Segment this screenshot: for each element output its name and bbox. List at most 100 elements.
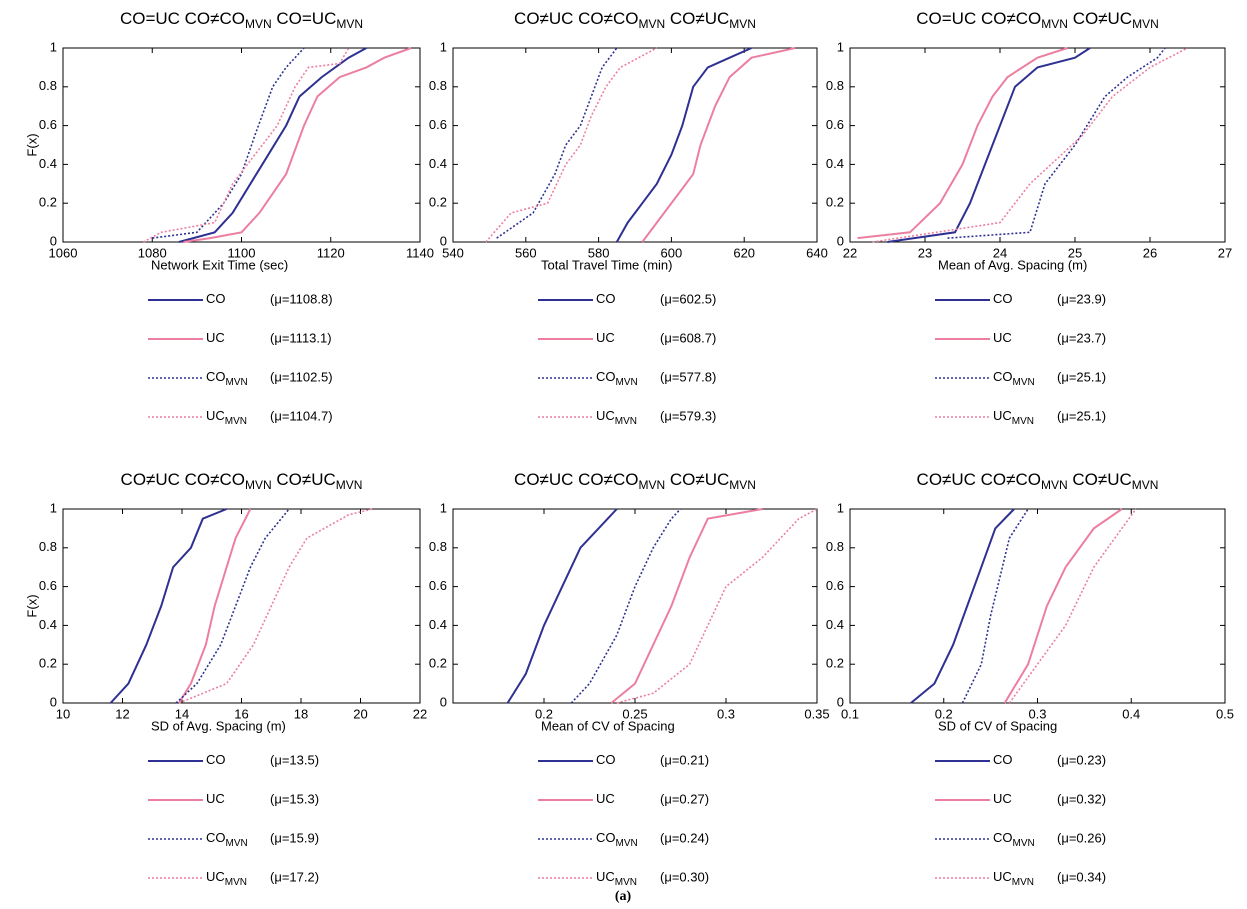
y-axis-label: F(x) xyxy=(24,594,39,617)
legend-name: UC xyxy=(993,869,1012,884)
title-part: MVN xyxy=(1041,478,1068,492)
legend-note: (μ=0.26) xyxy=(1057,830,1106,845)
legend-sub: MVN xyxy=(225,877,247,888)
legend-sub: MVN xyxy=(615,877,637,888)
y-tick-label: 0.6 xyxy=(429,578,447,593)
ecdf-line xyxy=(1008,508,1137,704)
y-tick-label: 0.8 xyxy=(39,78,57,93)
legend-name: UC xyxy=(596,791,615,806)
plot-area xyxy=(62,47,421,243)
chart-title: CO=UC CO≠COMVN CO=UCMVN xyxy=(120,9,363,31)
title-part: CO≠UC CO≠CO xyxy=(514,470,638,489)
legend-label: CO xyxy=(596,291,616,306)
legend-sub: MVN xyxy=(615,416,637,427)
y-tick-label: 0.6 xyxy=(826,117,844,132)
legend-name: UC xyxy=(206,869,225,884)
x-tick-label: 0.2 xyxy=(535,706,553,721)
x-axis-label: Network Exit Time (sec) xyxy=(151,257,288,272)
title-part: MVN xyxy=(729,17,756,31)
legend-label: UC xyxy=(596,791,615,806)
y-tick-label: 0.4 xyxy=(826,156,844,171)
y-tick-label: 0 xyxy=(50,233,57,248)
title-part: MVN xyxy=(336,17,363,31)
x-axis-label: Mean of CV of Spacing xyxy=(541,718,675,733)
y-tick-label: 1 xyxy=(440,500,447,515)
title-part: CO=UC xyxy=(272,9,337,28)
x-axis-label: Mean of Avg. Spacing (m) xyxy=(938,257,1087,272)
legend-label: UCMVN xyxy=(993,869,1034,887)
legend-note: (μ=1102.5) xyxy=(270,369,333,384)
legend-label: UC xyxy=(206,791,225,806)
title-part: CO=UC CO≠CO xyxy=(916,9,1041,28)
title-part: CO≠UC CO≠CO xyxy=(514,9,638,28)
ecdf-line xyxy=(872,47,1188,243)
legend-note: (μ=608.7) xyxy=(660,330,716,345)
ecdf-line xyxy=(910,508,1015,704)
legend-label: UCMVN xyxy=(206,408,247,426)
legend-name: CO xyxy=(206,291,226,306)
x-tick-label: 600 xyxy=(661,245,683,260)
legend-sub: MVN xyxy=(1013,838,1035,849)
legend-sub: MVN xyxy=(225,416,247,427)
legend-note: (μ=0.30) xyxy=(660,869,709,884)
ecdf-line xyxy=(178,47,367,243)
plot-area xyxy=(849,508,1226,704)
plot-area xyxy=(452,508,818,704)
y-tick-label: 1 xyxy=(440,39,447,54)
legend-name: UC xyxy=(206,408,225,423)
y-tick-label: 0.8 xyxy=(429,539,447,554)
title-part: MVN xyxy=(336,478,363,492)
legend-name: CO xyxy=(206,752,226,767)
x-tick-label: 27 xyxy=(1218,245,1232,260)
y-tick-label: 0.4 xyxy=(826,617,844,632)
legend-label: UCMVN xyxy=(206,869,247,887)
x-tick-label: 1120 xyxy=(317,245,345,260)
x-tick-label: 620 xyxy=(733,245,755,260)
legend-name: CO xyxy=(993,752,1013,767)
y-tick-label: 0 xyxy=(837,694,844,709)
legend-sub: MVN xyxy=(226,377,248,388)
y-tick-label: 0 xyxy=(50,694,57,709)
x-tick-label: 1060 xyxy=(49,245,78,260)
legend-name: CO xyxy=(596,369,616,384)
legend-note: (μ=0.27) xyxy=(660,791,709,806)
legend-note: (μ=1113.1) xyxy=(270,330,332,345)
ecdf-line xyxy=(178,508,252,704)
legend-note: (μ=577.8) xyxy=(660,369,716,384)
legend-note: (μ=17.2) xyxy=(270,869,319,884)
legend-note: (μ=25.1) xyxy=(1057,369,1106,384)
legend-label: UC xyxy=(993,330,1012,345)
x-tick-label: 0.2 xyxy=(935,706,953,721)
legend-label: UCMVN xyxy=(596,408,637,426)
x-tick-label: 14 xyxy=(175,706,189,721)
y-tick-label: 0.8 xyxy=(39,539,57,554)
legend-name: CO xyxy=(596,291,616,306)
legend-name: UC xyxy=(993,330,1012,345)
chart-title: CO≠UC CO≠COMVN CO≠UCMVN xyxy=(514,9,756,31)
ecdf-line xyxy=(496,47,618,239)
legend-note: (μ=0.32) xyxy=(1057,791,1106,806)
legend-name: UC xyxy=(596,869,615,884)
legend-label: CO xyxy=(206,291,226,306)
ecdf-line xyxy=(175,508,290,704)
title-part: MVN xyxy=(245,17,272,31)
y-tick-label: 1 xyxy=(50,39,57,54)
title-part: MVN xyxy=(638,17,665,31)
x-tick-label: 0.3 xyxy=(717,706,735,721)
title-part: MVN xyxy=(1132,17,1159,31)
title-part: CO≠UC xyxy=(1068,470,1132,489)
x-tick-label: 20 xyxy=(353,706,367,721)
y-tick-label: 0.4 xyxy=(429,156,447,171)
caption: (a) xyxy=(615,889,632,904)
legend-note: (μ=0.21) xyxy=(660,752,709,767)
x-tick-label: 0.1 xyxy=(841,706,859,721)
legend-note: (μ=602.5) xyxy=(660,291,716,306)
y-tick-label: 0.2 xyxy=(39,195,57,210)
title-part: MVN xyxy=(245,478,272,492)
x-tick-label: 1140 xyxy=(406,245,434,260)
ecdf-line xyxy=(610,508,763,704)
x-tick-label: 640 xyxy=(806,245,828,260)
y-tick-label: 0.2 xyxy=(826,195,844,210)
legend-note: (μ=25.1) xyxy=(1057,408,1106,423)
y-axis-label: F(x) xyxy=(24,133,39,156)
